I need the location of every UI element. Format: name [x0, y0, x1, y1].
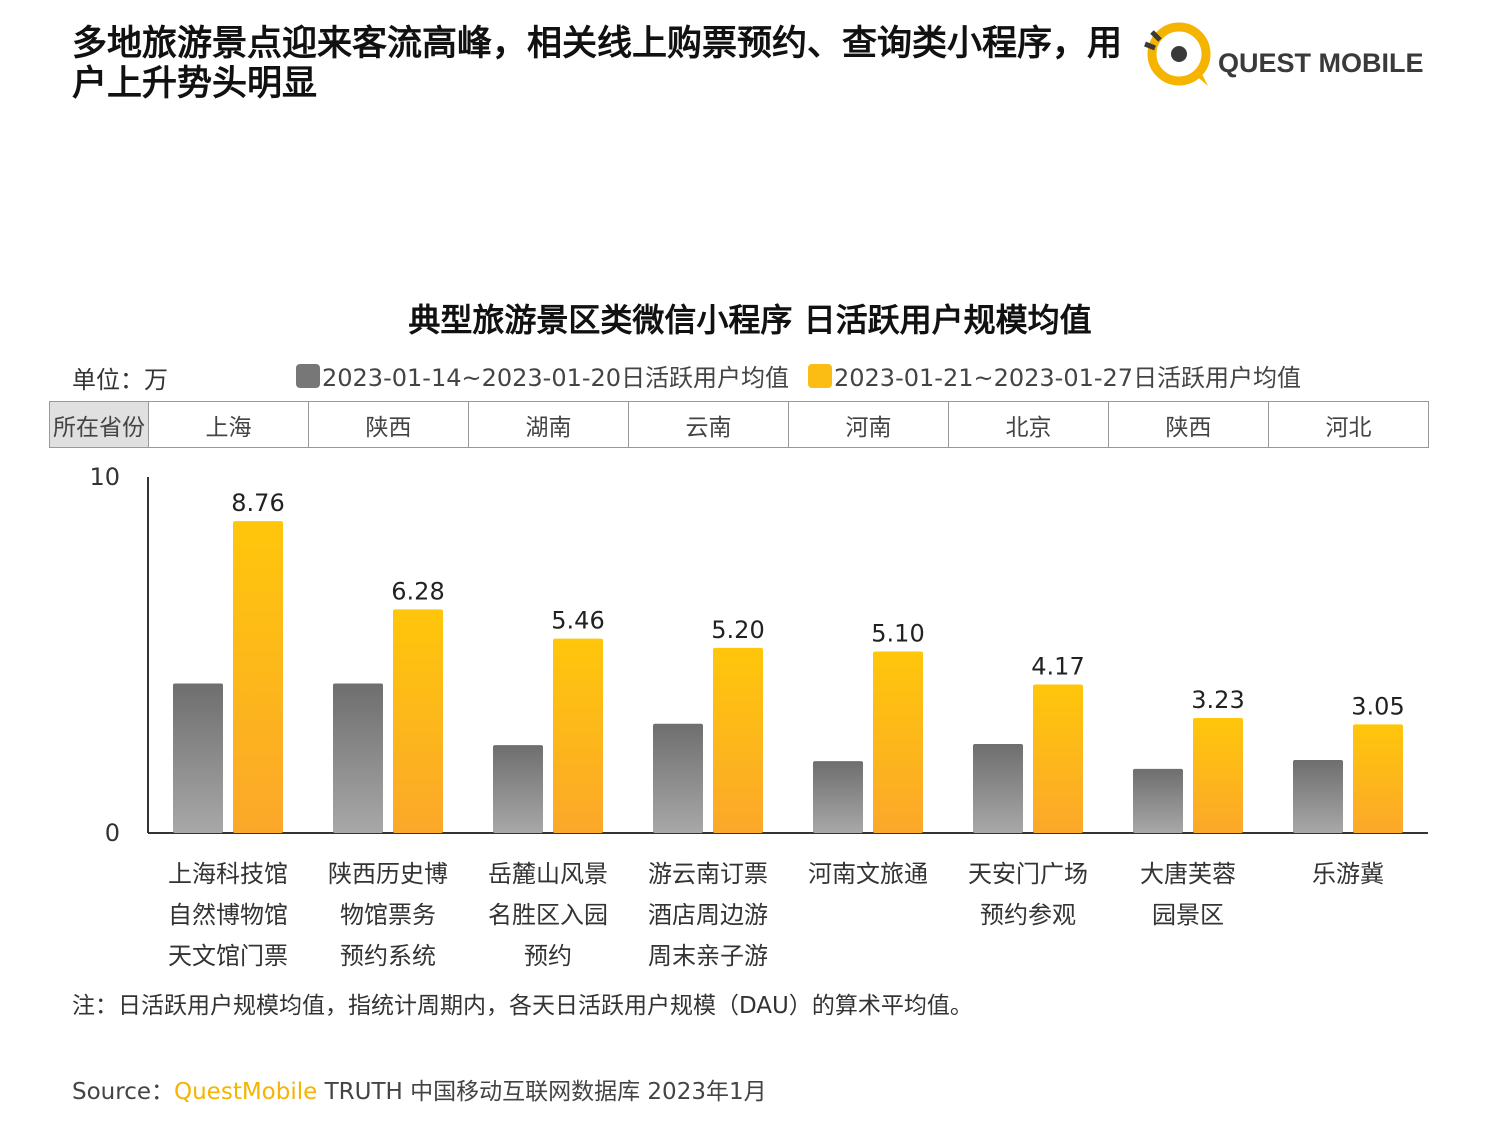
legend-swatch-yellow	[808, 363, 832, 388]
province-cell: 上海	[148, 401, 309, 448]
data-label: 5.46	[551, 607, 604, 635]
x-category-label: 预约参观	[980, 901, 1076, 929]
province-row: 所在省份 上海 陕西 湖南 云南 河南 北京 陕西 河北	[49, 401, 1429, 448]
bar-prev-week	[813, 761, 863, 833]
logo-mark-icon	[1144, 22, 1211, 86]
x-category-label: 陕西历史博	[328, 860, 448, 888]
bar-holiday-week	[1353, 724, 1403, 833]
unit-label: 单位：万	[72, 366, 168, 394]
legend-label-prev-week: 2023-01-14~2023-01-20日活跃用户均值	[322, 364, 790, 392]
bar-prev-week	[973, 744, 1023, 833]
x-category-label: 园景区	[1152, 901, 1224, 929]
province-cell: 河北	[1268, 401, 1429, 448]
bar-holiday-week	[1193, 718, 1243, 833]
footnote: 注：日活跃用户规模均值，指统计周期内，各天日活跃用户规模（DAU）的算术平均值。	[72, 993, 973, 1019]
data-label: 3.05	[1351, 692, 1404, 720]
source-prefix: Source：	[72, 1079, 174, 1105]
province-cell: 北京	[948, 401, 1109, 448]
province-cell: 云南	[628, 401, 789, 448]
brand-name: QUEST MOBILE	[1218, 48, 1424, 78]
x-category-label: 游云南订票	[648, 860, 768, 888]
province-cell: 湖南	[468, 401, 629, 448]
x-category-label: 预约系统	[340, 942, 436, 970]
x-category-label: 名胜区入园	[488, 901, 608, 929]
legend-item-holiday-week: 2023-01-21~2023-01-27日活跃用户均值	[808, 358, 1301, 393]
x-category-label: 大唐芙蓉	[1140, 860, 1236, 888]
y-tick-label: 10	[89, 463, 120, 491]
x-category-label: 河南文旅通	[808, 860, 928, 888]
x-category-label: 预约	[524, 942, 572, 970]
data-label: 3.23	[1191, 686, 1244, 714]
source-brand: QuestMobile	[174, 1079, 318, 1105]
source-line: Source：QuestMobile TRUTH 中国移动互联网数据库 2023…	[72, 1072, 767, 1106]
legend-label-holiday-week: 2023-01-21~2023-01-27日活跃用户均值	[834, 364, 1302, 392]
y-tick-label: 0	[105, 819, 120, 847]
province-cell: 河南	[788, 401, 949, 448]
bar-holiday-week	[713, 647, 763, 833]
bar-prev-week	[173, 683, 223, 833]
bar-holiday-week	[873, 651, 923, 833]
x-category-label: 岳麓山风景	[488, 860, 608, 888]
bar-prev-week	[1133, 768, 1183, 833]
x-category-label: 上海科技馆	[168, 860, 288, 888]
bar-holiday-week	[553, 638, 603, 833]
bar-holiday-week	[393, 609, 443, 833]
bar-holiday-week	[233, 521, 283, 833]
questmobile-logo	[1138, 20, 1478, 90]
chart-title: 典型旅游景区类微信小程序 日活跃用户规模均值	[408, 301, 1092, 339]
legend-swatch-gray	[296, 363, 320, 388]
page-headline: 多地旅游景点迎来客流高峰，相关线上购票预约、查询类小程序，用户上升势头明显	[72, 24, 1123, 104]
x-category-label: 物馆票务	[340, 901, 436, 929]
legend-item-prev-week: 2023-01-14~2023-01-20日活跃用户均值	[296, 358, 789, 393]
data-label: 4.17	[1031, 653, 1084, 681]
data-label: 5.10	[871, 619, 924, 647]
source-rest: TRUTH 中国移动互联网数据库 2023年1月	[317, 1079, 767, 1105]
bar-prev-week	[493, 745, 543, 833]
x-category-label: 天安门广场	[968, 860, 1088, 888]
province-header-cell: 所在省份	[49, 401, 149, 448]
province-table: 所在省份 上海 陕西 湖南 云南 河南 北京 陕西 河北	[49, 401, 1429, 448]
province-cell: 陕西	[1108, 401, 1269, 448]
x-category-label: 天文馆门票	[168, 942, 288, 970]
province-cell: 陕西	[308, 401, 469, 448]
x-category-label: 乐游冀	[1312, 860, 1384, 888]
data-label: 8.76	[231, 489, 284, 517]
x-category-label: 酒店周边游	[648, 901, 768, 929]
x-category-label: 自然博物馆	[168, 901, 288, 929]
bar-prev-week	[333, 683, 383, 833]
bar-holiday-week	[1033, 684, 1083, 833]
data-label: 5.20	[711, 616, 764, 644]
bar-prev-week	[1293, 760, 1343, 833]
x-category-label: 周末亲子游	[648, 942, 768, 970]
data-label: 6.28	[391, 577, 444, 605]
bar-prev-week	[653, 723, 703, 833]
